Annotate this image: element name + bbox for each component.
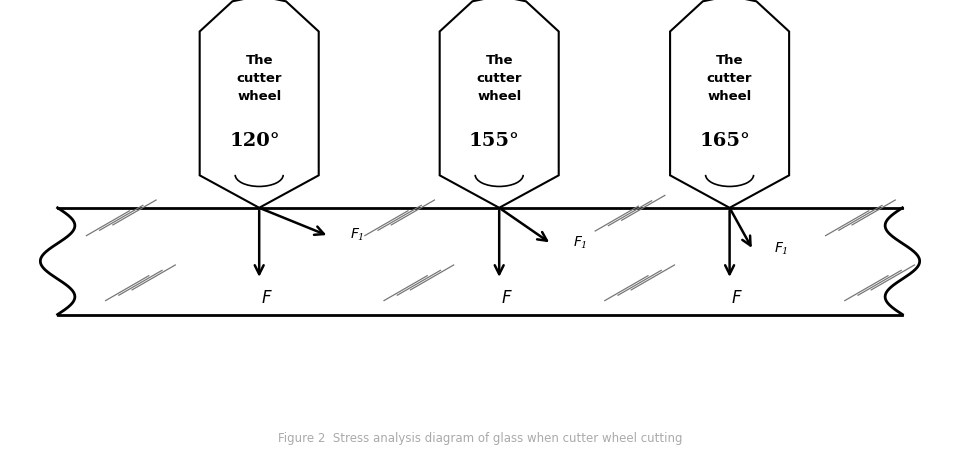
Text: $F$: $F$ [732, 289, 743, 307]
Text: 165°: 165° [700, 132, 750, 150]
Text: 155°: 155° [469, 132, 519, 150]
Text: The
cutter
wheel: The cutter wheel [236, 54, 282, 103]
Polygon shape [200, 0, 319, 208]
Text: $F$: $F$ [261, 289, 273, 307]
Text: $F_{\mathregular{1}}$: $F_{\mathregular{1}}$ [775, 240, 788, 257]
Polygon shape [440, 0, 559, 208]
Text: The
cutter
wheel: The cutter wheel [707, 54, 753, 103]
Text: $F_{\mathregular{1}}$: $F_{\mathregular{1}}$ [350, 226, 365, 243]
Text: $F_{\mathregular{1}}$: $F_{\mathregular{1}}$ [572, 234, 587, 250]
Polygon shape [58, 208, 902, 315]
Text: The
cutter
wheel: The cutter wheel [476, 54, 522, 103]
Text: $F$: $F$ [501, 289, 513, 307]
Polygon shape [670, 0, 789, 208]
Text: Figure 2  Stress analysis diagram of glass when cutter wheel cutting: Figure 2 Stress analysis diagram of glas… [277, 432, 683, 444]
Text: 120°: 120° [229, 132, 279, 150]
